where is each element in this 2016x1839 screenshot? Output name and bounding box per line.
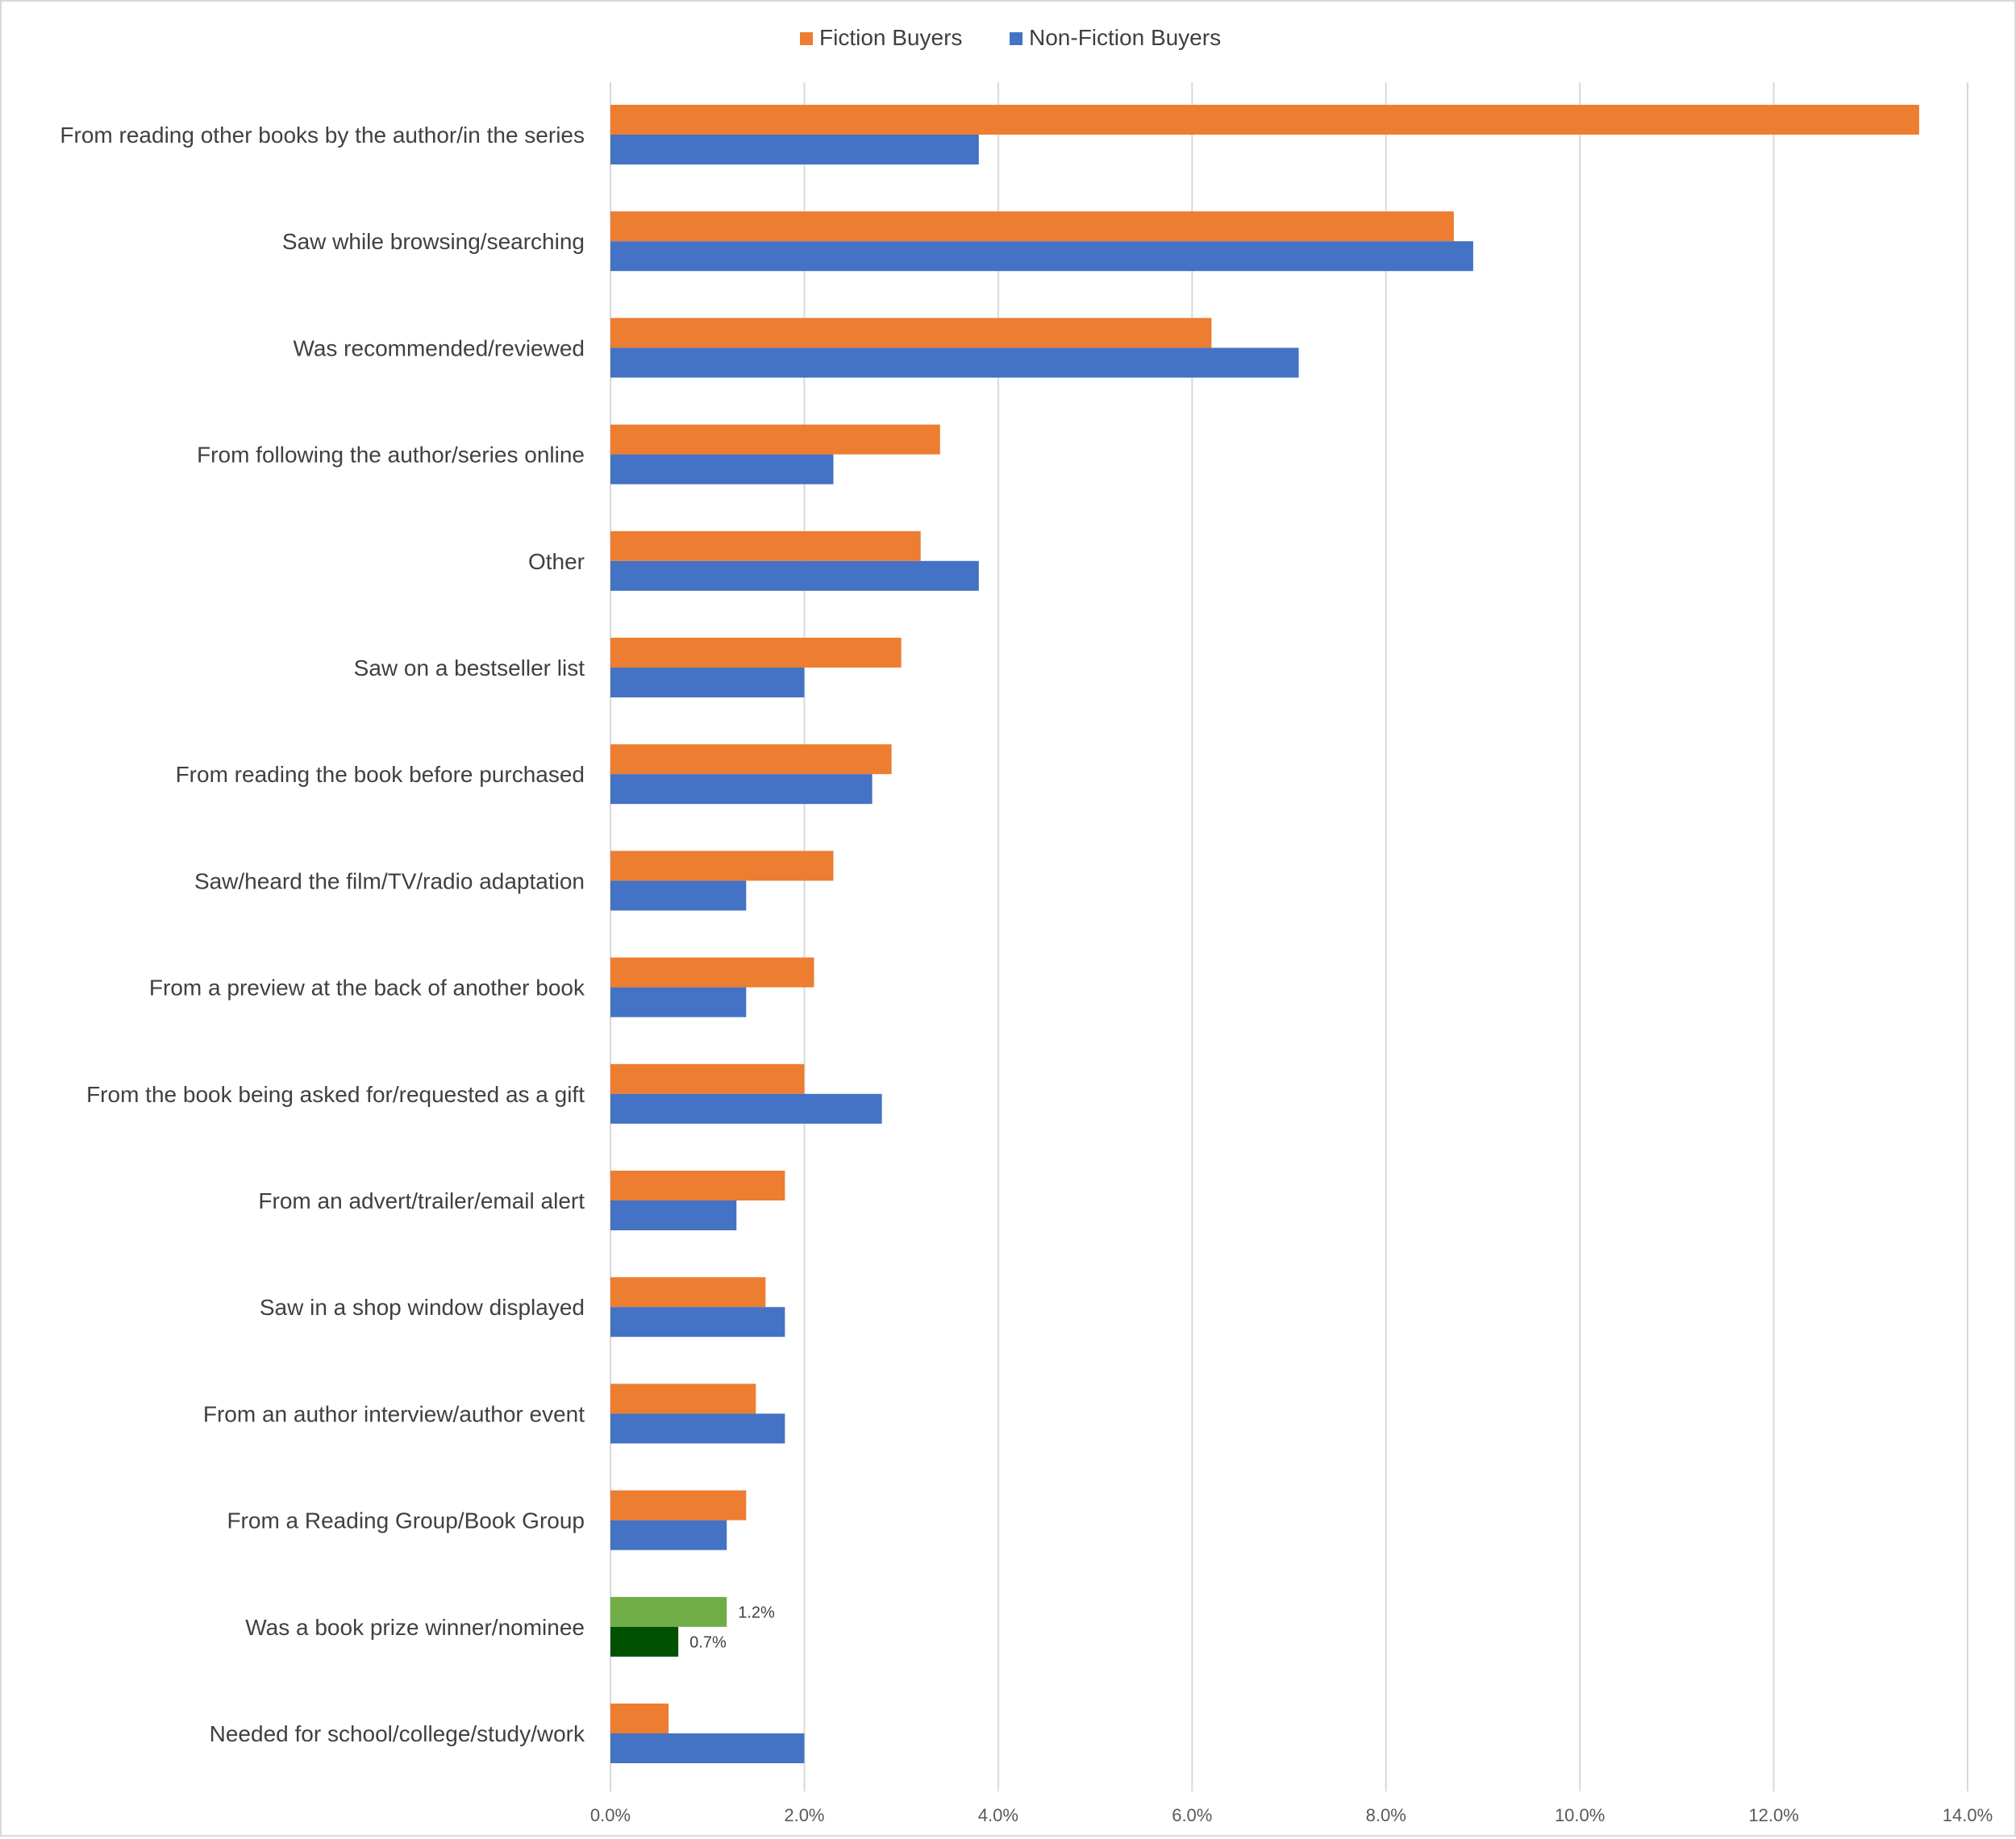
bar-non-fiction xyxy=(610,241,1473,272)
bar-fiction xyxy=(610,851,834,881)
bar-non-fiction xyxy=(610,880,747,911)
x-axis-tick-labels: 0.0% 2.0% 4.0% 6.0% 8.0% 10.0% 12.0% 14.0% xyxy=(590,1805,1993,1825)
category-label: Saw while browsing/searching xyxy=(282,229,585,254)
category-label: Saw in a shop window displayed xyxy=(260,1295,585,1320)
category-label: From a preview at the back of another bo… xyxy=(149,976,585,1001)
legend-label: Fiction Buyers xyxy=(819,25,962,50)
data-label: 1.2% xyxy=(738,1604,775,1621)
x-tick-label: 10.0% xyxy=(1555,1805,1605,1825)
bar-non-fiction xyxy=(610,668,805,697)
bar-non-fiction xyxy=(610,1520,727,1550)
bar-non-fiction xyxy=(610,1200,737,1230)
category-label: Was a book prize winner/nominee xyxy=(245,1615,585,1640)
bar-fiction xyxy=(610,1171,785,1200)
category-label: From an advert/trailer/email alert xyxy=(258,1188,585,1213)
bars xyxy=(610,105,1919,1763)
bar-non-fiction xyxy=(610,1413,785,1444)
legend-swatch xyxy=(1010,32,1023,45)
x-tick-label: 14.0% xyxy=(1943,1805,1993,1825)
bar-non-fiction xyxy=(610,774,873,805)
bar-non-fiction xyxy=(610,560,979,591)
category-label: From an author interview/author event xyxy=(203,1401,585,1426)
bar-fiction xyxy=(610,1596,727,1627)
category-label: From reading other books by the author/i… xyxy=(60,123,585,148)
legend-swatch xyxy=(800,32,813,45)
bar-fiction xyxy=(610,1277,766,1308)
legend-label: Non-Fiction Buyers xyxy=(1029,25,1221,50)
category-labels: From reading other books by the author/i… xyxy=(60,123,585,1746)
bar-fiction xyxy=(610,1383,756,1414)
x-tick-label: 4.0% xyxy=(978,1805,1018,1825)
bar-fiction xyxy=(610,744,892,775)
bar-non-fiction xyxy=(610,347,1299,378)
category-label: Was recommended/reviewed xyxy=(293,335,585,360)
category-label: Other xyxy=(528,549,585,574)
x-tick-label: 6.0% xyxy=(1172,1805,1212,1825)
bar-non-fiction xyxy=(610,135,979,164)
data-label: 0.7% xyxy=(689,1633,727,1651)
x-tick-label: 8.0% xyxy=(1366,1805,1406,1825)
bar-fiction xyxy=(610,105,1919,135)
x-tick-label: 12.0% xyxy=(1748,1805,1798,1825)
data-labels: 1.2% 0.7% xyxy=(689,1604,775,1651)
bar-fiction xyxy=(610,424,940,455)
bar-non-fiction xyxy=(610,454,834,485)
x-tick-label: 2.0% xyxy=(784,1805,824,1825)
legend: Fiction Buyers Non-Fiction Buyers xyxy=(800,25,1221,50)
bar-fiction xyxy=(610,957,814,988)
x-tick-label: 0.0% xyxy=(590,1805,631,1825)
category-label: From the book being asked for/requested … xyxy=(86,1082,585,1107)
bar-non-fiction xyxy=(610,987,747,1017)
category-label: Saw/heard the film/TV/radio adaptation xyxy=(194,868,585,893)
bar-fiction xyxy=(610,1704,669,1733)
bar-non-fiction xyxy=(610,1626,679,1657)
bar-non-fiction xyxy=(610,1307,785,1338)
category-label: From reading the book before purchased xyxy=(176,762,585,787)
bar-fiction xyxy=(610,211,1454,242)
bar-fiction xyxy=(610,318,1212,348)
category-label: Needed for school/college/study/work xyxy=(210,1721,585,1746)
category-label: Saw on a bestseller list xyxy=(354,655,585,680)
bar-non-fiction xyxy=(610,1093,882,1124)
category-label: From a Reading Group/Book Group xyxy=(227,1508,585,1533)
bar-non-fiction xyxy=(610,1733,805,1763)
bar-fiction xyxy=(610,1490,747,1521)
bar-fiction xyxy=(610,1063,805,1094)
bar-fiction xyxy=(610,638,902,668)
category-label: From following the author/series online xyxy=(197,443,585,468)
bar-fiction xyxy=(610,530,921,561)
